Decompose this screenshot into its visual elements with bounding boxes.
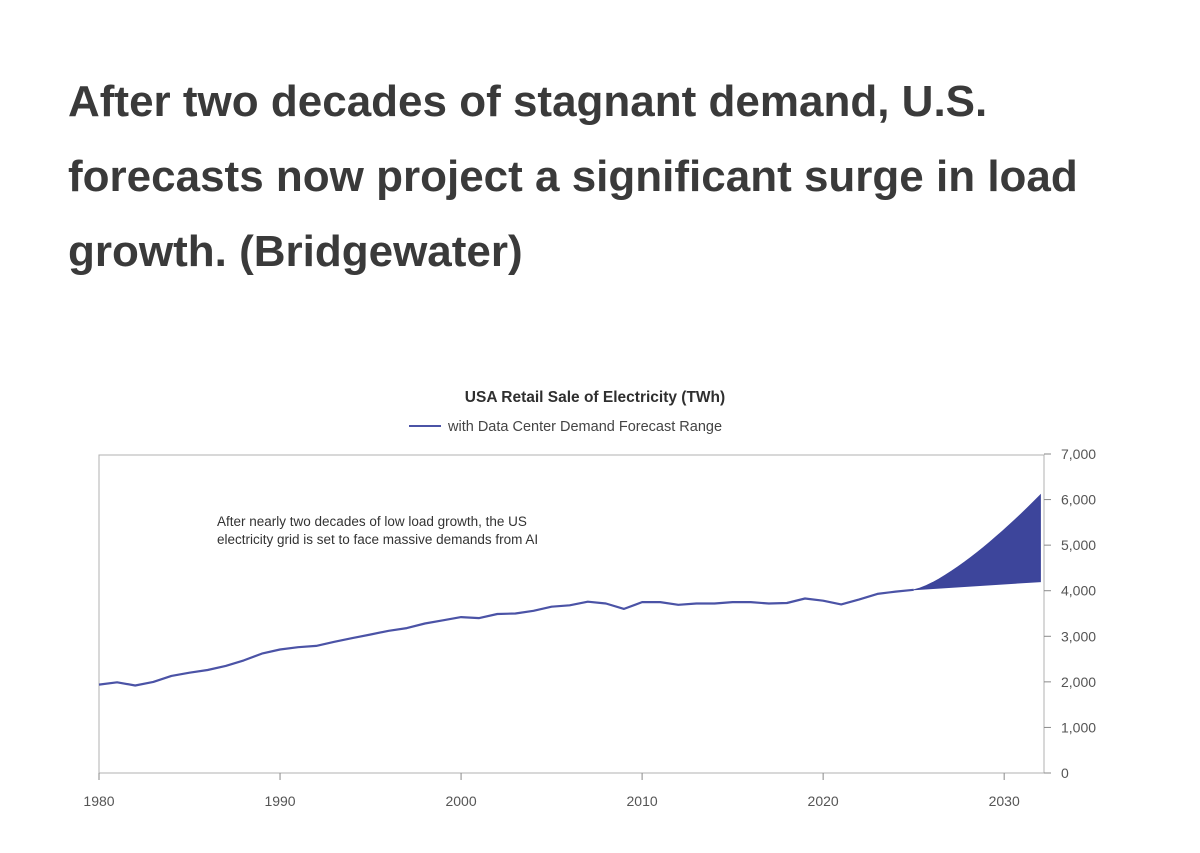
chart-title: USA Retail Sale of Electricity (TWh) — [465, 389, 725, 406]
y-tick-label: 6,000 — [1061, 492, 1096, 508]
series-line — [98, 588, 914, 687]
x-tick-label: 2000 — [445, 793, 476, 809]
y-tick-label: 5,000 — [1061, 537, 1096, 553]
forecast-range-area — [913, 493, 1041, 591]
y-tick-label: 7,000 — [1061, 446, 1096, 462]
x-tick-label: 1990 — [264, 793, 295, 809]
x-tick-label: 2010 — [627, 793, 658, 809]
plot-frame — [98, 454, 1045, 774]
legend-label: with Data Center Demand Forecast Range — [447, 419, 722, 435]
y-tick-label: 4,000 — [1061, 583, 1096, 599]
y-tick-label: 1,000 — [1061, 719, 1096, 735]
electricity-chart: USA Retail Sale of Electricity (TWh) wit… — [83, 389, 1096, 809]
x-tick-label: 1980 — [83, 793, 114, 809]
annotation-line-1: After nearly two decades of low load gro… — [217, 514, 527, 529]
annotation-line-2: electricity grid is set to face massive … — [217, 532, 538, 547]
y-tick-label: 2,000 — [1061, 674, 1096, 690]
y-tick-label: 3,000 — [1061, 628, 1096, 644]
x-tick-label: 2020 — [808, 793, 839, 809]
y-tick-label: 0 — [1061, 765, 1069, 781]
headline: After two decades of stagnant demand, U.… — [68, 77, 1078, 276]
x-tick-label: 2030 — [989, 793, 1020, 809]
